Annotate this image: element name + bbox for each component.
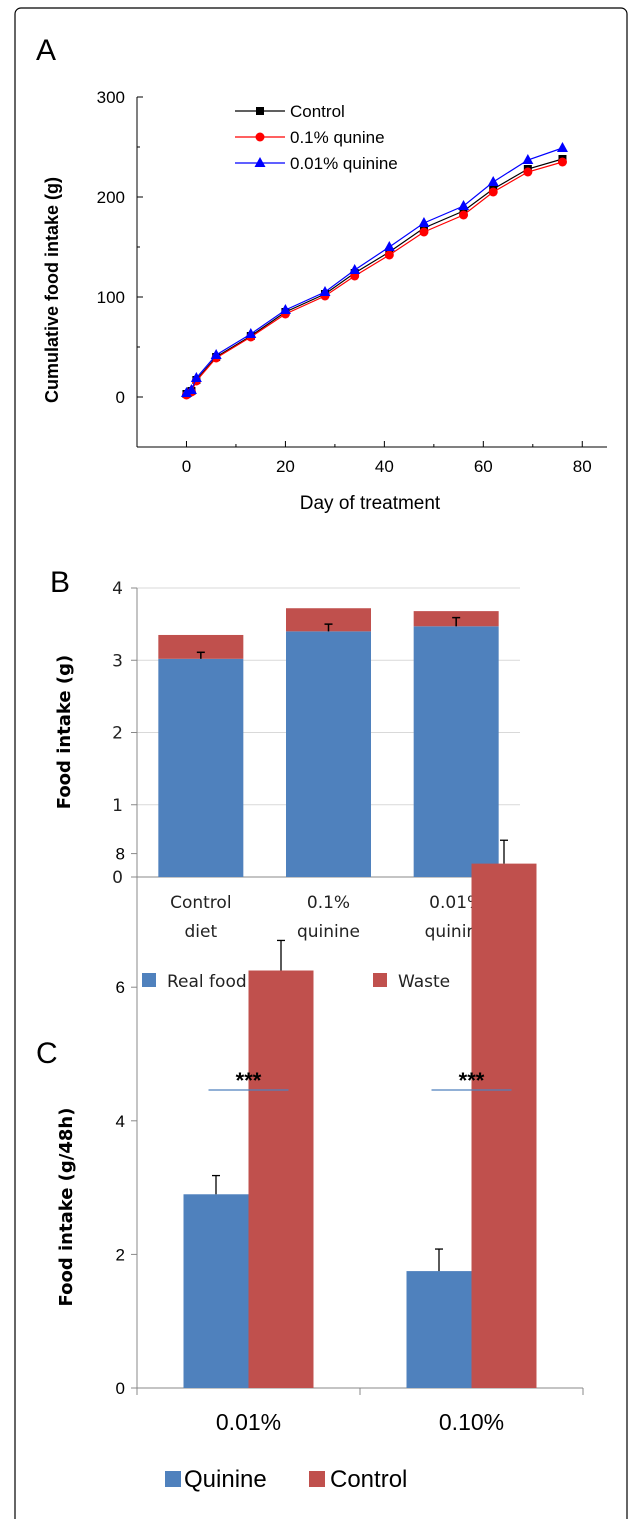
b-y-tick-label: 0 — [112, 868, 123, 888]
c-bar-control — [471, 863, 537, 1388]
a-marker-triangle — [556, 142, 568, 152]
c-legend-swatch-quinine — [165, 1471, 181, 1487]
panel-a-series — [180, 142, 568, 400]
a-series-square — [182, 155, 567, 398]
a-marker-circle — [488, 187, 498, 197]
c-y-tick-label: 0 — [116, 1379, 125, 1398]
c-significance-stars: *** — [459, 1068, 485, 1093]
b-bar-waste — [158, 634, 244, 659]
a-x-tick-label: 40 — [375, 457, 394, 476]
b-bar-real-food — [158, 658, 244, 877]
b-category-label: 0.1% — [307, 893, 350, 913]
b-y-tick-label: 2 — [112, 724, 123, 744]
a-marker-triangle — [210, 349, 222, 359]
a-marker-square — [256, 107, 264, 115]
a-legend-label: 0.01% quinine — [290, 154, 398, 173]
b-category-label: 0.01% — [429, 893, 483, 913]
c-y-tick-label: 4 — [116, 1112, 125, 1131]
a-x-tick-label: 0 — [182, 457, 191, 476]
c-legend-label-quinine: Quinine — [184, 1466, 267, 1493]
a-marker-triangle — [190, 372, 202, 382]
a-series-line — [186, 158, 563, 395]
panel-b-bars — [158, 608, 499, 877]
a-marker-triangle — [180, 387, 192, 397]
a-marker-triangle — [279, 304, 291, 314]
panel-b-letter: B — [50, 566, 70, 599]
b-y-tick-label: 3 — [112, 651, 123, 671]
a-y-tick-label: 300 — [97, 88, 125, 107]
a-marker-circle — [384, 250, 394, 260]
a-legend-label: Control — [290, 102, 345, 121]
panel-a-y-axis-label: Cumulative food intake (g) — [42, 177, 62, 403]
b-bar-real-food — [286, 631, 371, 877]
a-marker-triangle — [245, 328, 257, 338]
a-legend-label: 0.1% qunine — [290, 128, 385, 147]
a-marker-triangle — [487, 176, 499, 186]
b-y-tick-label: 4 — [112, 579, 123, 599]
a-marker-triangle — [349, 264, 361, 274]
a-y-tick-label: 0 — [116, 388, 125, 407]
panel-c-bars: *** *** — [183, 839, 537, 1388]
a-series-line — [186, 161, 563, 396]
c-category-label: 0.01% — [216, 1409, 281, 1435]
a-marker-triangle — [185, 384, 197, 394]
panel-b-y-axis-label: Food intake (g) — [54, 655, 75, 810]
c-legend-swatch-control — [309, 1471, 325, 1487]
panel-c-letter: C — [36, 1037, 58, 1070]
panel-a-x-axis-label: Day of treatment — [300, 493, 441, 514]
c-legend-label-control: Control — [330, 1466, 407, 1493]
a-marker-circle — [255, 132, 265, 142]
a-x-tick-label: 20 — [276, 457, 295, 476]
c-bar-control — [248, 970, 314, 1388]
a-y-tick-label: 200 — [97, 188, 125, 207]
a-x-tick-label: 60 — [474, 457, 493, 476]
a-marker-triangle — [458, 200, 470, 210]
c-significance-stars: *** — [236, 1068, 262, 1093]
c-y-tick-label: 8 — [116, 845, 125, 864]
panel-a-legend: Control 0.1% qunine 0.01% quinine — [235, 102, 398, 173]
panel-c-bar-chart: C Food intake (g/48h) 0 2 4 6 8 0.01% 0.10% **… — [36, 813, 584, 1493]
b-bar-waste — [286, 608, 371, 632]
panel-c-y-axis-label: Food intake (g/48h) — [56, 1108, 77, 1307]
a-marker-circle — [419, 227, 429, 237]
a-marker-circle — [557, 157, 567, 167]
a-series-triangle — [180, 142, 568, 397]
c-category-label: 0.10% — [439, 1409, 504, 1435]
b-category-label: Control — [170, 893, 231, 913]
c-bar-quinine — [406, 1271, 472, 1388]
a-marker-triangle — [254, 157, 266, 167]
b-category-label: diet — [185, 922, 218, 942]
b-legend-label-waste: Waste — [398, 972, 450, 992]
panel-c-legend: Quinine Control — [165, 1466, 407, 1493]
panel-a-letter: A — [36, 34, 56, 67]
panel-b-stacked-bar-chart: B Food intake (g) 0 1 2 3 4 Control diet 0.1% qu… — [50, 566, 520, 992]
c-y-tick-label: 6 — [116, 978, 125, 997]
a-marker-triangle — [418, 217, 430, 227]
figure-frame — [14, 7, 628, 1519]
b-y-tick-label: 1 — [112, 796, 123, 816]
a-marker-triangle — [319, 286, 331, 296]
a-marker-triangle — [522, 154, 534, 164]
a-x-tick-label: 80 — [573, 457, 592, 476]
panel-a-line-chart: A Cumulative food intake (g) Day of trea… — [36, 34, 607, 514]
b-legend-swatch-real — [142, 973, 156, 987]
b-category-label: quinine — [297, 922, 360, 942]
b-legend-swatch-waste — [373, 973, 387, 987]
a-series-circle — [181, 157, 567, 400]
a-marker-circle — [459, 210, 469, 220]
a-marker-triangle — [383, 241, 395, 251]
c-y-tick-label: 2 — [116, 1245, 125, 1264]
a-marker-circle — [523, 167, 533, 177]
b-bar-real-food — [413, 626, 499, 877]
c-bar-quinine — [183, 1194, 249, 1388]
a-y-tick-label: 100 — [97, 288, 125, 307]
panel-a-axes: 0 100 200 300 0 20 40 60 80 — [97, 88, 607, 476]
